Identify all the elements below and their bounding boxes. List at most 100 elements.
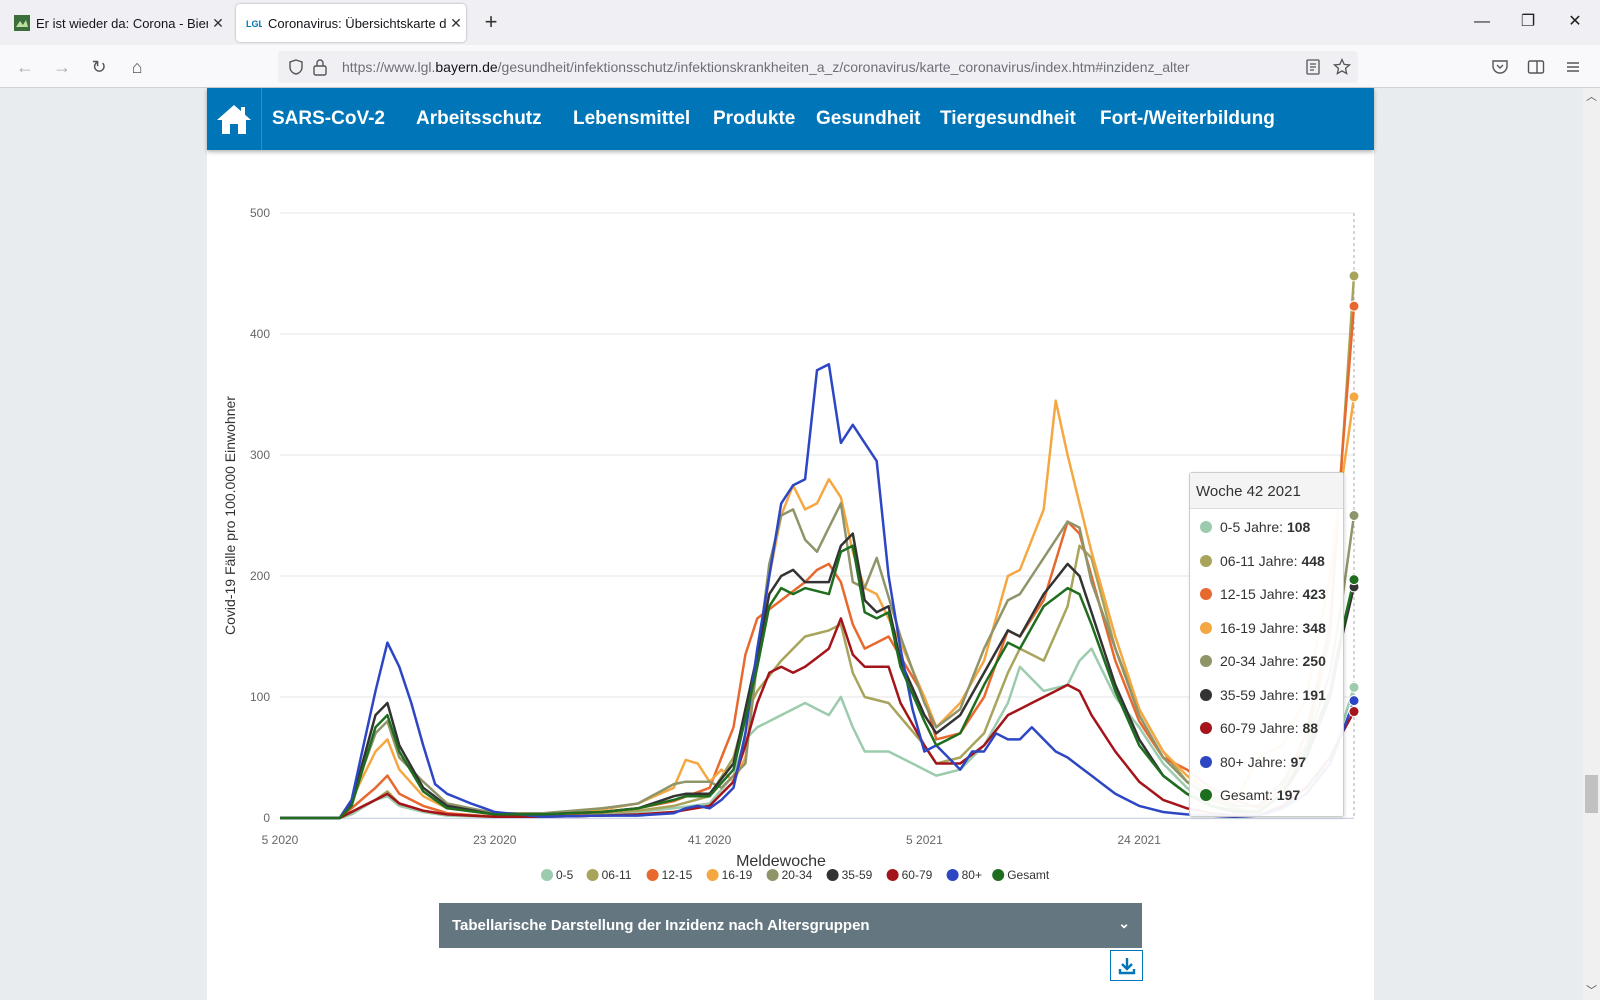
close-window-icon[interactable]: ✕ (1568, 13, 1582, 30)
legend-item[interactable]: 35-59 (826, 868, 873, 882)
nav-item-fortbildung[interactable]: Fort-/Weiterbildung (1100, 108, 1275, 129)
scroll-up-icon[interactable]: ︿ (1586, 91, 1597, 103)
site-home-button[interactable] (207, 88, 262, 150)
hover-marker (1348, 695, 1360, 707)
tooltip-value: 250 (1302, 653, 1326, 669)
close-tab-icon[interactable]: ✕ (450, 14, 462, 31)
url-prefix: https://www.lgl. (342, 59, 436, 75)
legend-label: 12-15 (662, 868, 693, 882)
house-icon (217, 105, 251, 134)
url-text: https://www.lgl.bayern.de/gesundheit/inf… (342, 59, 1190, 75)
tooltip-row: 06-11 Jahre: 448 (1200, 553, 1325, 569)
x-axis-label: Meldewoche (736, 853, 826, 870)
lock-icon[interactable] (312, 58, 328, 76)
nav-item-gesundheit[interactable]: Gesundheit (816, 108, 921, 129)
legend-label: Gesamt (1007, 868, 1050, 882)
y-tick-label: 500 (250, 206, 270, 220)
table-accordion[interactable]: Tabellarische Darstellung der Inzidenz n… (439, 903, 1142, 948)
home-icon[interactable]: ⌂ (131, 57, 143, 77)
url-domain: bayern.de (435, 59, 498, 75)
legend-label: 20-34 (782, 868, 813, 882)
chart-legend: 0-5 06-11 12-15 16-19 20-34 35-59 60-79 80+ Gesa… (541, 868, 1050, 882)
legend-label: 60-79 (902, 868, 933, 882)
tooltip-row: 60-79 Jahre: 88 (1200, 720, 1318, 736)
download-button[interactable] (1110, 950, 1143, 981)
tooltip-label: 20-34 Jahre: (1220, 653, 1303, 669)
x-tick-label: 5 2021 (906, 833, 943, 847)
svg-text:LGL: LGL (246, 19, 262, 29)
sidebar-icon[interactable] (1527, 58, 1545, 76)
scrollbar-thumb[interactable] (1585, 775, 1598, 813)
legend-swatch (826, 869, 839, 881)
hover-marker (1348, 574, 1360, 586)
tooltip-dot (1200, 655, 1212, 667)
tooltip-label: 06-11 Jahre: (1220, 552, 1302, 569)
nav-item-arbeitsschutz[interactable]: Arbeitsschutz (416, 108, 542, 129)
hamburger-menu-icon[interactable] (1564, 58, 1582, 76)
hover-markers (1348, 270, 1360, 718)
reader-view-icon[interactable] (1305, 59, 1321, 75)
page-scrollbar[interactable]: ︿ ﹀ (1583, 88, 1600, 1000)
tab-lgl[interactable]: LGL Coronavirus: Übersichtskarte der ✕ (236, 4, 466, 42)
y-tick-label: 200 (250, 569, 270, 583)
site-navigation: SARS-CoV-2 Arbeitsschutz Lebensmittel Pr… (207, 88, 1374, 150)
tab-news[interactable]: Er ist wieder da: Corona - Bier, A ✕ (4, 4, 228, 42)
back-arrow-icon[interactable]: ← (16, 57, 34, 77)
close-tab-icon[interactable]: ✕ (212, 14, 224, 31)
restore-icon[interactable]: ❐ (1520, 13, 1536, 30)
scroll-down-icon[interactable]: ﹀ (1586, 985, 1597, 997)
tooltip-dot (1200, 755, 1212, 768)
bookmark-star-icon[interactable] (1333, 58, 1351, 76)
legend-item[interactable]: 16-19 (706, 868, 753, 882)
x-tick-label: 41 2020 (688, 833, 732, 847)
page-content (207, 88, 1374, 1000)
legend-swatch (946, 869, 959, 881)
new-tab-button[interactable]: + (484, 9, 498, 34)
legend-item[interactable]: 0-5 (541, 868, 574, 882)
tooltip-row: 12-15 Jahre: 423 (1200, 586, 1326, 602)
legend-item[interactable]: 80+ (946, 868, 982, 882)
y-axis-label: Covid-19 Fälle pro 100.000 Einwohner (222, 396, 238, 635)
legend-item[interactable]: 20-34 (766, 868, 813, 882)
minimize-icon[interactable]: — (1474, 13, 1490, 30)
legend-item[interactable]: Gesamt (992, 868, 1050, 882)
tooltip-dot (1200, 789, 1212, 801)
tooltip-dot (1200, 554, 1212, 567)
nav-item-produkte[interactable]: Produkte (713, 108, 796, 129)
chevron-down-icon: ⌄ (1118, 915, 1130, 931)
legend-swatch (886, 869, 899, 881)
tooltip-value: 348 (1302, 619, 1326, 636)
series-line-80+ (280, 363, 1356, 820)
tooltip-dot (1200, 688, 1212, 701)
legend-item[interactable]: 12-15 (646, 868, 693, 882)
url-bar[interactable]: https://www.lgl.bayern.de/gesundheit/inf… (278, 51, 1358, 83)
reload-icon[interactable]: ↻ (91, 57, 107, 77)
tooltip-value: 88 (1302, 720, 1319, 736)
pocket-icon[interactable] (1491, 58, 1509, 76)
nav-item-sars-cov-2[interactable]: SARS-CoV-2 (272, 108, 385, 129)
legend-swatch (766, 869, 779, 881)
legend-swatch (586, 869, 599, 881)
legend-swatch (992, 869, 1005, 881)
nav-item-lebensmittel[interactable]: Lebensmittel (573, 108, 691, 129)
download-icon (1118, 957, 1135, 974)
legend-label: 06-11 (602, 868, 632, 882)
forward-arrow-icon[interactable]: → (53, 57, 71, 77)
tooltip-value: 108 (1286, 519, 1311, 535)
tab-bar: Er ist wieder da: Corona - Bier, A ✕ LGL… (0, 0, 1600, 45)
news-favicon-icon (14, 15, 30, 31)
legend-label: 35-59 (842, 868, 873, 882)
tab-title: Coronavirus: Übersichtskarte der (268, 15, 446, 31)
legend-item[interactable]: 06-11 (586, 868, 632, 882)
url-path: /gesundheit/infektionsschutz/infektionsk… (497, 59, 1190, 75)
legend-label: 0-5 (556, 868, 574, 882)
x-tick-label: 5 2020 (262, 833, 299, 847)
legend-item[interactable]: 60-79 (886, 868, 933, 882)
y-tick-label: 0 (263, 811, 270, 825)
tab-title: Er ist wieder da: Corona - Bier, A (36, 15, 208, 31)
tooltip-label: 35-59 Jahre: (1220, 686, 1303, 703)
shield-icon[interactable] (288, 59, 304, 75)
hover-marker (1348, 510, 1360, 521)
nav-item-tiergesundheit[interactable]: Tiergesundheit (940, 108, 1076, 129)
tooltip-row: 0-5 Jahre: 108 (1200, 519, 1310, 535)
